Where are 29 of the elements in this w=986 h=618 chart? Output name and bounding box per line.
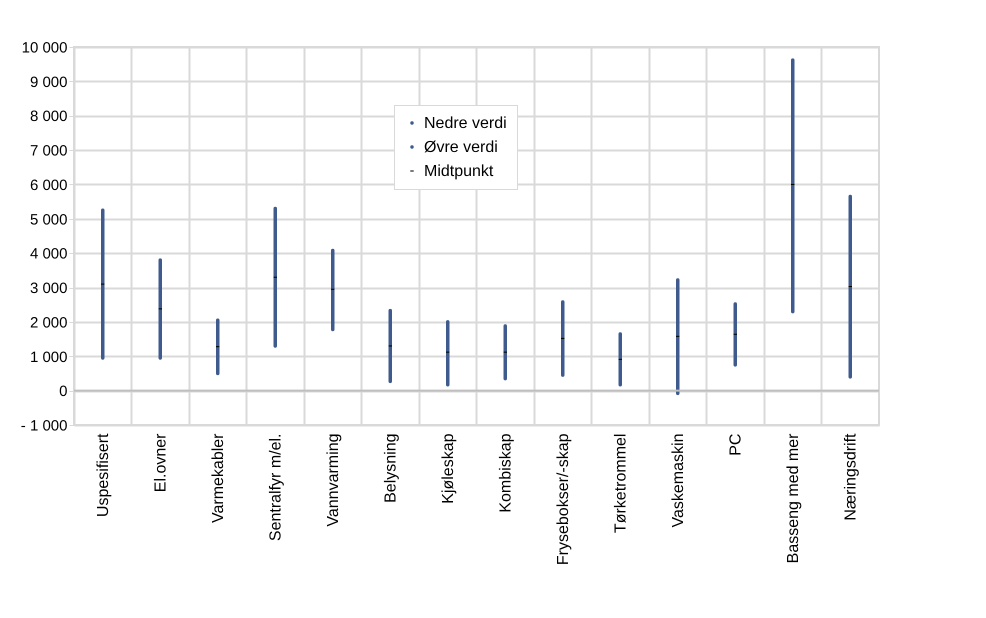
x-tick-label: Vaskemaskin	[670, 434, 687, 528]
legend-label: Nedre verdi	[424, 115, 507, 132]
y-tick-label: 2 000	[30, 314, 68, 332]
y-tick-label: 1 000	[30, 348, 68, 366]
y-tick-label: 6 000	[30, 176, 68, 194]
x-tick-label: Basseng med mer	[784, 432, 802, 564]
y-tick-label: 7 000	[30, 142, 68, 160]
x-tick-label: Sentralfyr m/el.	[267, 434, 284, 542]
x-tick-label: Kombiskap	[497, 433, 514, 513]
x-tick-label: Kjøleskap	[440, 433, 457, 504]
y-tick-label: 9 000	[30, 74, 68, 91]
y-tick-label: - 1 000	[20, 418, 68, 434]
x-tick-label: Næringsdrift	[842, 432, 860, 521]
y-tick-label: 3 000	[30, 280, 68, 298]
x-tick-label: Belysning	[382, 434, 400, 503]
y-tick-label: 0	[59, 383, 68, 400]
x-tick-label: Varmekabler	[210, 432, 227, 524]
y-tick-label: 10 000	[22, 40, 68, 56]
x-tick-label: Uspesifisert	[94, 432, 112, 518]
x-tick-label: PC	[727, 434, 744, 456]
x-tick-label: El.ovner	[152, 432, 170, 492]
x-tick-label: Vannvarming	[324, 434, 342, 527]
legend-label: Midtpunkt	[424, 163, 494, 180]
legend-label: Øvre verdi	[424, 139, 498, 156]
x-tick-label: Tørketrommel	[612, 434, 630, 534]
y-tick-label: 8 000	[30, 108, 68, 126]
y-tick-label: 5 000	[30, 211, 68, 228]
x-tick-label: Frysebokser/-skap	[554, 433, 572, 566]
y-tick-label: 4 000	[30, 246, 68, 263]
